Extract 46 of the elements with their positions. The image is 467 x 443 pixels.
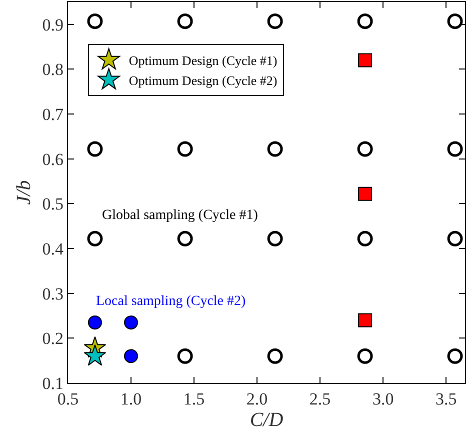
legend-label: Optimum Design (Cycle #1) (128, 52, 278, 68)
point (267, 141, 283, 157)
point (177, 348, 193, 364)
annotation: Local sampling (Cycle #2) (96, 294, 246, 309)
point (358, 186, 372, 201)
point (124, 315, 138, 330)
point (88, 315, 102, 330)
point (177, 230, 193, 246)
point (447, 141, 463, 157)
x-tick-label: 1.5 (183, 390, 205, 408)
point (357, 348, 373, 364)
y-tick-label: 0.6 (42, 150, 64, 169)
y-tick-label: 0.4 (42, 239, 64, 258)
point (357, 141, 373, 157)
legend-label: Optimum Design (Cycle #2) (128, 72, 278, 88)
point (358, 313, 372, 328)
y-tick-label: 0.9 (42, 15, 64, 34)
point (267, 230, 283, 246)
annotation: Global sampling (Cycle #1) (102, 208, 258, 223)
point (177, 14, 193, 30)
point (357, 14, 373, 30)
point (124, 349, 138, 364)
point (177, 141, 193, 157)
x-tick-label: 3.5 (435, 390, 457, 408)
y-tick-label: 0.8 (42, 60, 64, 80)
point (447, 348, 463, 364)
x-tick-label: 3.0 (372, 390, 394, 408)
point (447, 14, 463, 30)
x-axis-title: C/D (250, 409, 284, 431)
x-tick-label: 2.0 (246, 390, 268, 408)
point (267, 348, 283, 364)
point (87, 141, 103, 157)
y-tick-label: 0.5 (42, 194, 64, 214)
point (357, 230, 373, 246)
y-axis-title: J/b (12, 180, 35, 205)
point (447, 230, 463, 246)
point (358, 53, 372, 68)
y-tick-label: 0.3 (42, 284, 64, 304)
point (84, 344, 106, 366)
x-tick-label: 1.0 (120, 390, 142, 408)
y-tick-label: 0.7 (42, 105, 64, 124)
point (87, 14, 103, 30)
point (267, 14, 283, 30)
y-tick-label: 0.2 (42, 329, 64, 348)
point (87, 230, 103, 246)
x-tick-label: 2.5 (309, 390, 331, 408)
